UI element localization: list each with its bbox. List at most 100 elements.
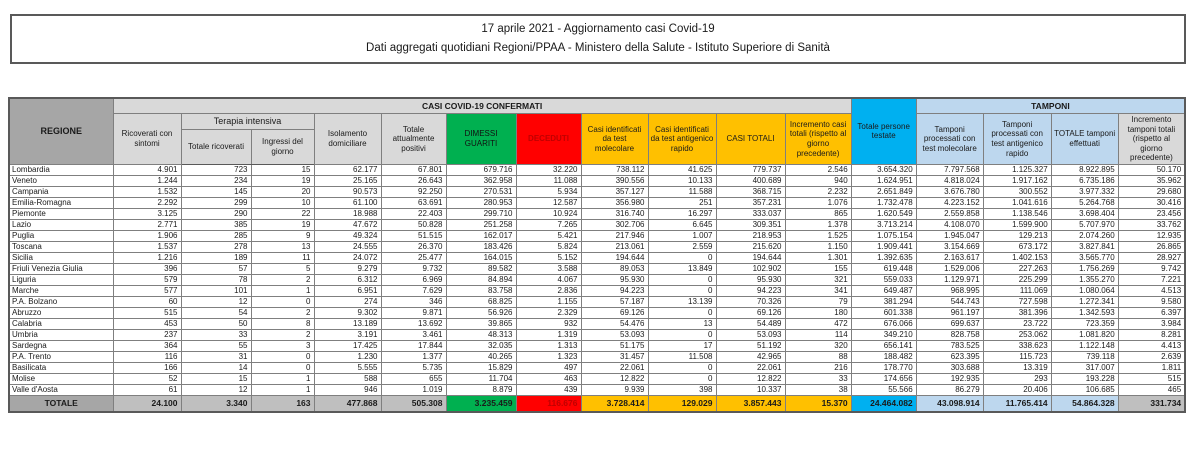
cell-casi-test-antigenico: 6.645: [647, 218, 717, 231]
cell-isolamento-domiciliare: 61.100: [313, 196, 382, 209]
cell-totale-attualmente-positivi: 1.019: [380, 383, 447, 396]
cell-deceduti: 2.836: [515, 284, 582, 297]
cell-totale-tamponi-effettuati: 1.355.270: [1050, 273, 1119, 286]
cell-deceduti: 10.924: [515, 207, 582, 220]
cell-dimessi-guariti: 89.582: [445, 262, 517, 275]
cell-tamponi-test-molecolare: 7.797.568: [915, 163, 984, 176]
cell-incremento-tamponi-totali: 33.762: [1117, 218, 1186, 231]
header-ricoverati-con-sintomi: Ricoverati con sintomi: [112, 113, 182, 165]
cell-terapia-totale-ricoverati: 12: [180, 295, 252, 308]
cell-totale-persone-testate: 1.909.441: [850, 240, 917, 253]
table-row: Valle d'Aosta 61 12 1 946 1.019 8.879 439 9.939 3…: [8, 383, 1186, 396]
total-cell-terapia-ingressi-giorno: 163: [250, 394, 315, 413]
total-cell-totale-tamponi-effettuati: 54.864.328: [1050, 394, 1119, 413]
title-line-1: 17 aprile 2021 - Aggiornamento casi Covi…: [481, 22, 715, 35]
cell-terapia-ingressi-giorno: 2: [250, 273, 315, 286]
cell-totale-tamponi-effettuati: 5.707.970: [1050, 218, 1119, 231]
cell-terapia-ingressi-giorno: 20: [250, 185, 315, 198]
cell-incremento-casi-totali: 2.546: [784, 163, 852, 176]
cell-incremento-tamponi-totali: 2.639: [1117, 350, 1186, 363]
table-row: Lombardia 4.901 723 15 62.177 67.801 679.716 32…: [8, 163, 1186, 176]
region-name: P.A. Bolzano: [8, 295, 114, 308]
cell-terapia-ingressi-giorno: 1: [250, 383, 315, 396]
cell-tamponi-test-antigenico: 293: [982, 372, 1052, 385]
cell-totale-tamponi-effettuati: 1.080.064: [1050, 284, 1119, 297]
cell-tamponi-test-molecolare: 783.525: [915, 339, 984, 352]
cell-totale-attualmente-positivi: 92.250: [380, 185, 447, 198]
cell-casi-test-molecolare: 390.556: [580, 174, 649, 187]
cell-casi-test-molecolare: 31.457: [580, 350, 649, 363]
cell-tamponi-test-antigenico: 253.062: [982, 328, 1052, 341]
cell-casi-test-molecolare: 54.476: [580, 317, 649, 330]
cell-deceduti: 11.088: [515, 174, 582, 187]
cell-terapia-ingressi-giorno: 2: [250, 306, 315, 319]
cell-casi-totali: 54.489: [715, 317, 786, 330]
cell-casi-totali: 218.953: [715, 229, 786, 242]
cell-totale-tamponi-effettuati: 3.977.332: [1050, 185, 1119, 198]
cell-casi-totali: 53.093: [715, 328, 786, 341]
cell-ricoverati-con-sintomi: 4.901: [112, 163, 182, 176]
header-totale-ricoverati: Totale ricoverati: [180, 129, 252, 165]
cell-ricoverati-con-sintomi: 1.537: [112, 240, 182, 253]
cell-tamponi-test-antigenico: 111.069: [982, 284, 1052, 297]
cell-terapia-ingressi-giorno: 0: [250, 295, 315, 308]
cell-dimessi-guariti: 32.035: [445, 339, 517, 352]
cell-incremento-tamponi-totali: 465: [1117, 383, 1186, 396]
region-name: Lombardia: [8, 163, 114, 176]
cell-dimessi-guariti: 83.758: [445, 284, 517, 297]
cell-isolamento-domiciliare: 90.573: [313, 185, 382, 198]
cell-casi-test-antigenico: 0: [647, 306, 717, 319]
total-cell-ricoverati-con-sintomi: 24.100: [112, 394, 182, 413]
cell-casi-totali: 12.822: [715, 372, 786, 385]
cell-casi-test-antigenico: 2.559: [647, 240, 717, 253]
cell-deceduti: 1.155: [515, 295, 582, 308]
cell-incremento-tamponi-totali: 3.984: [1117, 317, 1186, 330]
cell-totale-persone-testate: 559.033: [850, 273, 917, 286]
cell-incremento-casi-totali: 2.232: [784, 185, 852, 198]
cell-totale-persone-testate: 3.713.214: [850, 218, 917, 231]
cell-tamponi-test-molecolare: 1.129.971: [915, 273, 984, 286]
table-row: Friuli Venezia Giulia 396 57 5 9.279 9.732 89.…: [8, 262, 1186, 275]
cell-incremento-tamponi-totali: 35.962: [1117, 174, 1186, 187]
cell-deceduti: 12.587: [515, 196, 582, 209]
cell-casi-totali: 51.192: [715, 339, 786, 352]
cell-incremento-casi-totali: 33: [784, 372, 852, 385]
cell-casi-test-molecolare: 53.093: [580, 328, 649, 341]
cell-casi-totali: 10.337: [715, 383, 786, 396]
cell-isolamento-domiciliare: 13.189: [313, 317, 382, 330]
cell-terapia-totale-ricoverati: 14: [180, 361, 252, 374]
cell-terapia-ingressi-giorno: 19: [250, 218, 315, 231]
cell-terapia-totale-ricoverati: 285: [180, 229, 252, 242]
cell-ricoverati-con-sintomi: 1.532: [112, 185, 182, 198]
cell-incremento-tamponi-totali: 4.513: [1117, 284, 1186, 297]
cell-dimessi-guariti: 162.017: [445, 229, 517, 242]
total-cell-deceduti: 116.676: [515, 394, 582, 413]
cell-tamponi-test-molecolare: 1.945.047: [915, 229, 984, 242]
cell-casi-test-molecolare: 57.187: [580, 295, 649, 308]
header-tamponi-molecolare: Tamponi processati con test molecolare: [915, 113, 984, 165]
cell-tamponi-test-antigenico: 1.125.327: [982, 163, 1052, 176]
region-name: Calabria: [8, 317, 114, 330]
cell-ricoverati-con-sintomi: 2.771: [112, 218, 182, 231]
header-tamponi-antigenico: Tamponi processati con test antigenico r…: [982, 113, 1052, 165]
cell-totale-tamponi-effettuati: 106.685: [1050, 383, 1119, 396]
table-row: Campania 1.532 145 20 90.573 92.250 270.531 5.9…: [8, 185, 1186, 198]
cell-terapia-totale-ricoverati: 31: [180, 350, 252, 363]
cell-totale-tamponi-effettuati: 317.007: [1050, 361, 1119, 374]
cell-deceduti: 32.220: [515, 163, 582, 176]
cell-casi-test-molecolare: 89.053: [580, 262, 649, 275]
cell-incremento-casi-totali: 180: [784, 306, 852, 319]
total-cell-incremento-tamponi-totali: 331.734: [1117, 394, 1186, 413]
cell-totale-persone-testate: 381.294: [850, 295, 917, 308]
table-row: Sicilia 1.216 189 11 24.072 25.477 164.015 5.15…: [8, 251, 1186, 264]
cell-casi-totali: 357.231: [715, 196, 786, 209]
cell-tamponi-test-antigenico: 300.552: [982, 185, 1052, 198]
cell-tamponi-test-antigenico: 1.599.900: [982, 218, 1052, 231]
cell-totale-attualmente-positivi: 6.969: [380, 273, 447, 286]
table-row: Molise 52 15 1 588 655 11.704 463 12.822 0 12.822 3…: [8, 372, 1186, 385]
cell-isolamento-domiciliare: 6.312: [313, 273, 382, 286]
table-row: Puglia 1.906 285 9 49.324 51.515 162.017 5.421 2…: [8, 229, 1186, 242]
cell-casi-totali: 333.037: [715, 207, 786, 220]
cell-casi-test-antigenico: 10.133: [647, 174, 717, 187]
header-regione: REGIONE: [8, 97, 114, 165]
